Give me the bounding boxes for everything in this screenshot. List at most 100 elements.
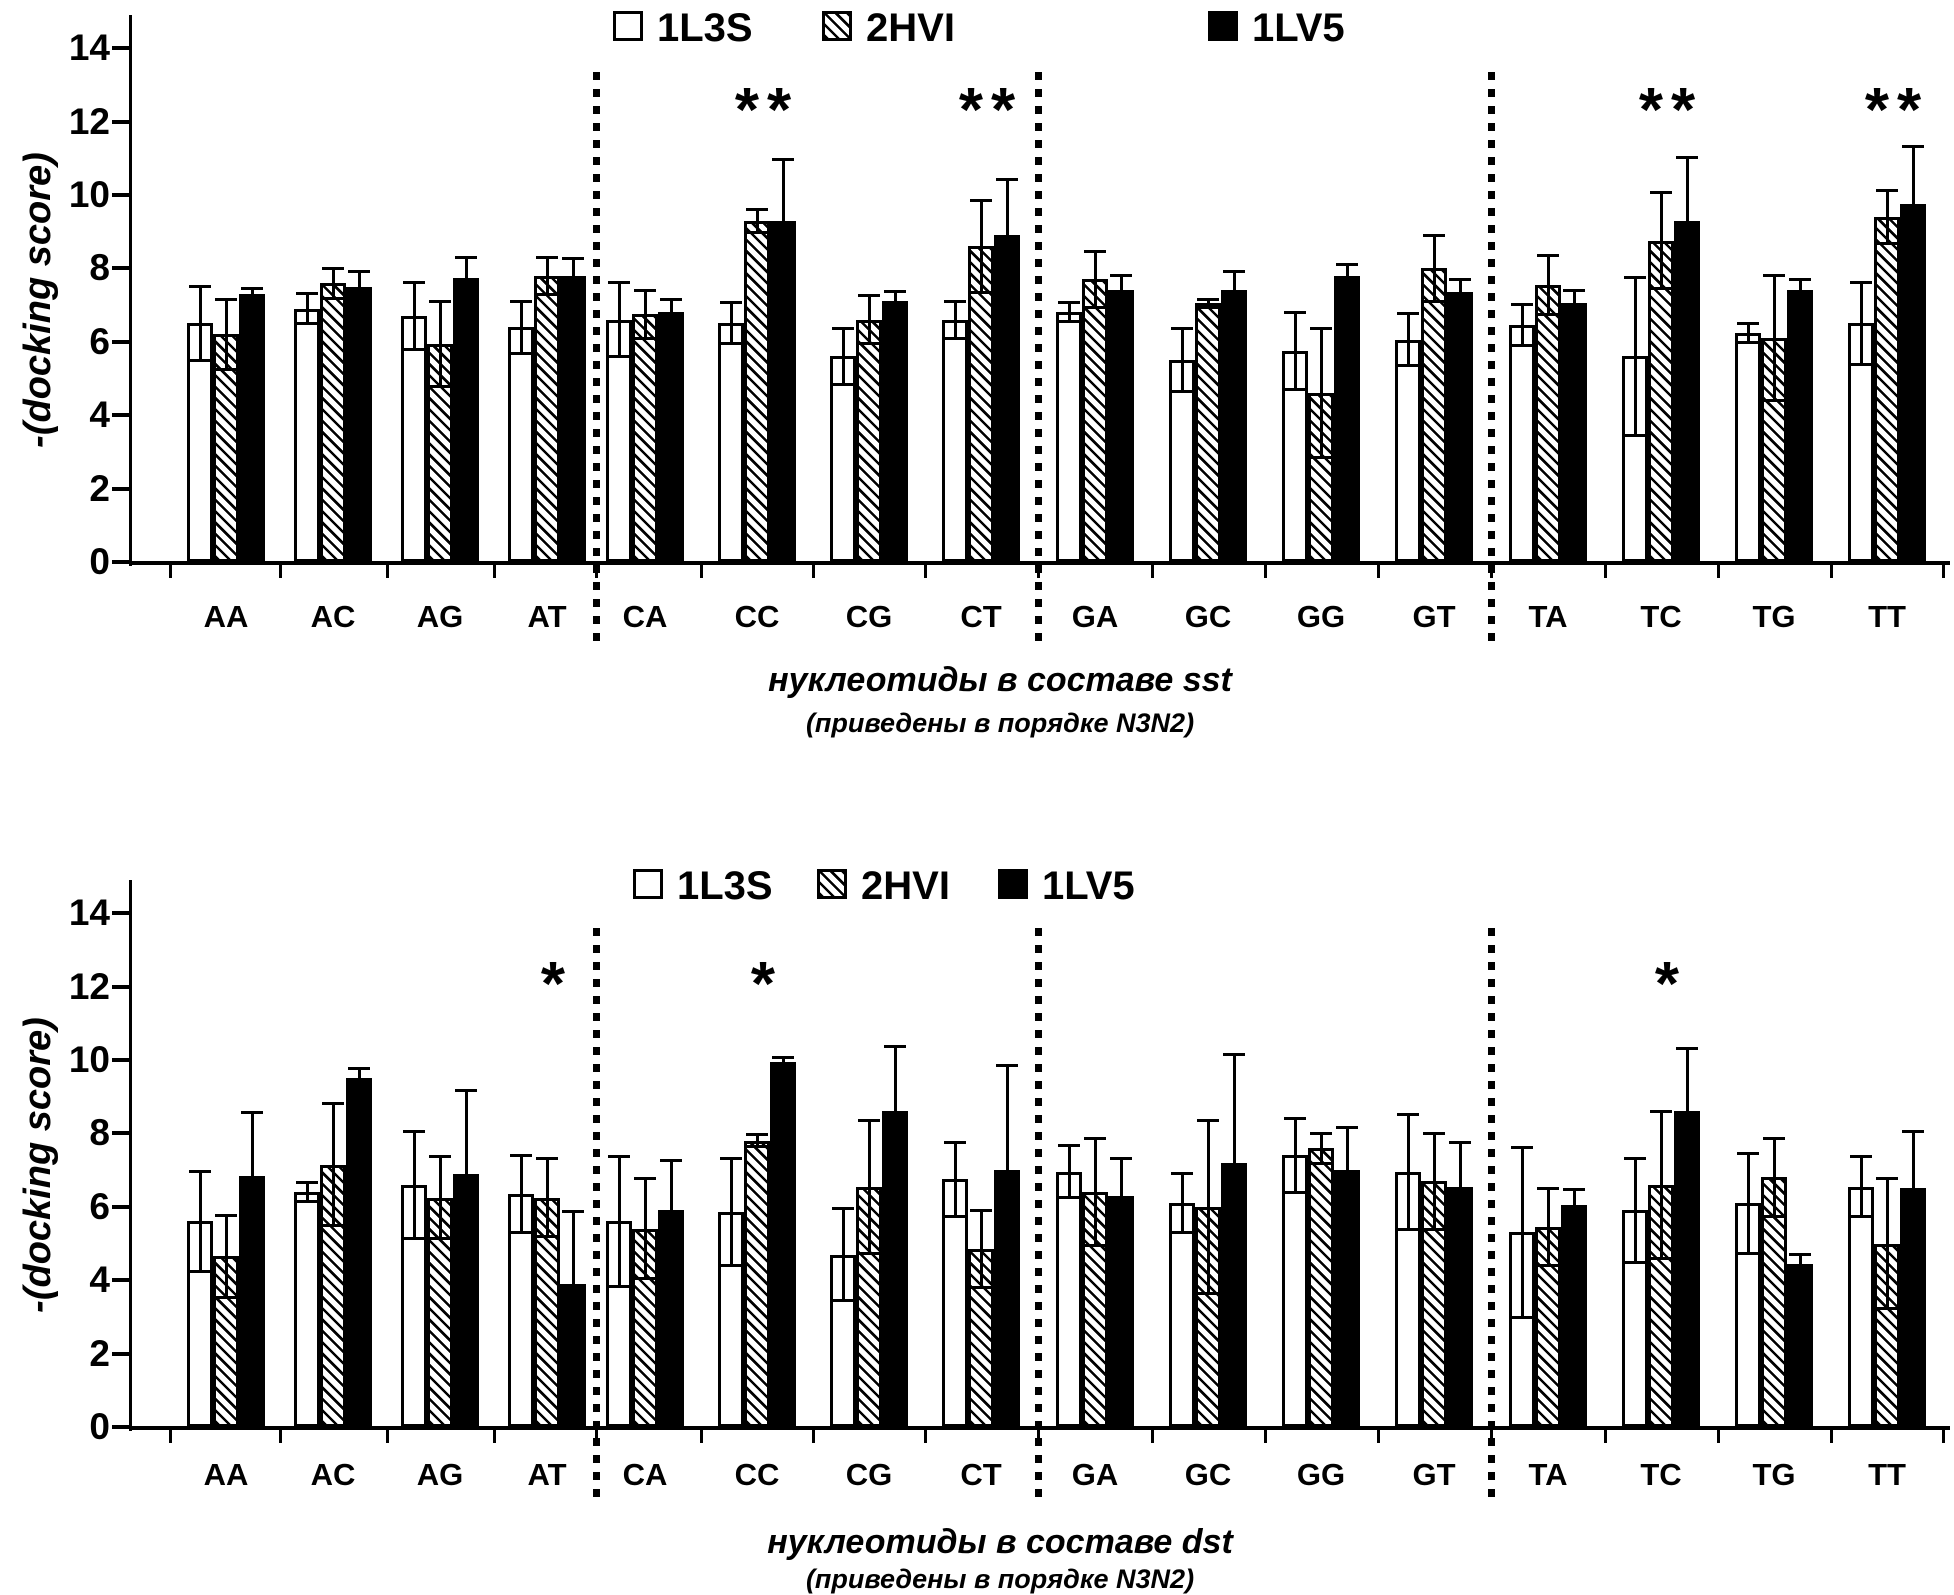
significance-annotation-TT: ** (1864, 76, 1930, 145)
x-axis-subtitle-sst: (приведены в порядке N3N2) (805, 708, 1195, 738)
error-cap-bottom (1537, 313, 1559, 317)
error-cap-bottom (1423, 1227, 1445, 1231)
bar-1lv5-CC (770, 1061, 796, 1427)
y-tick-label: 12 (68, 965, 110, 1007)
category-label-TC: TC (1640, 599, 1682, 634)
bar-1lv5-CG (882, 1111, 908, 1427)
error-cap-top (1789, 1252, 1811, 1256)
bar-2hvi-GA (1082, 279, 1108, 562)
error-cap-top (772, 1056, 794, 1060)
x-tick-mark (278, 1430, 282, 1443)
bar-1lv5-TT (1900, 1188, 1926, 1427)
error-cap-bottom (720, 342, 742, 346)
error-bar-2hvi-GC (1206, 1118, 1210, 1295)
error-cap-bottom (1676, 1172, 1698, 1176)
bar-1l3s-AT (508, 327, 534, 562)
legend-item-1lv5: 1LV5 (1208, 6, 1408, 50)
bar-1lv5-TA (1561, 1204, 1587, 1427)
error-cap-top (510, 1153, 532, 1157)
error-bar-2hvi-GT (1432, 1131, 1436, 1231)
bar-2hvi-GC (1195, 303, 1221, 562)
bar-1lv5-TG (1787, 1263, 1813, 1427)
error-bar-1l3s-AG (412, 1129, 416, 1240)
error-cap-bottom (1284, 1190, 1306, 1194)
error-bar-2hvi-AG (438, 299, 442, 388)
error-cap-top (536, 255, 558, 259)
category-label-AT: AT (527, 599, 567, 634)
error-cap-bottom (1676, 281, 1698, 285)
error-cap-top (1423, 233, 1445, 237)
error-cap-bottom (858, 342, 880, 346)
x-tick-mark (492, 565, 496, 578)
error-bar-2hvi-AT (545, 1157, 549, 1238)
error-bar-1l3s-GA (1067, 1144, 1071, 1200)
error-bar-1lv5-TA (1572, 1188, 1576, 1222)
error-cap-bottom (1058, 1196, 1080, 1200)
bar-1l3s-AC (294, 308, 320, 562)
category-label-TG: TG (1752, 599, 1796, 634)
error-cap-bottom (1449, 303, 1471, 307)
error-cap-bottom (1902, 1244, 1924, 1248)
error-bar-1lv5-TT (1911, 145, 1915, 263)
error-cap-bottom (996, 289, 1018, 293)
error-cap-bottom (608, 355, 630, 359)
error-cap-top (944, 1140, 966, 1144)
bar-1l3s-AA (187, 323, 213, 562)
error-bar-2hvi-CC (755, 207, 759, 234)
x-tick-mark (812, 1430, 815, 1443)
x-axis-title-sst: нуклеотиды в составе sst (768, 661, 1232, 699)
error-cap-bottom (1850, 1214, 1872, 1218)
legend-swatch-1lv5 (998, 869, 1028, 899)
error-cap-top (1537, 1186, 1559, 1190)
error-cap-bottom (772, 280, 794, 284)
y-tick-mark (112, 1131, 130, 1136)
error-cap-top (1084, 1137, 1106, 1141)
x-tick-mark (812, 565, 815, 578)
error-cap-top (1336, 1126, 1358, 1130)
error-bar-1l3s-GC (1180, 1171, 1184, 1235)
error-cap-bottom (562, 291, 584, 295)
error-cap-bottom (858, 1251, 880, 1255)
error-cap-bottom (1336, 285, 1358, 289)
error-cap-top (1284, 1116, 1306, 1120)
error-cap-top (1449, 1140, 1471, 1144)
x-tick-mark (1716, 1430, 1720, 1443)
error-cap-bottom (1763, 399, 1785, 403)
error-cap-bottom (1563, 1218, 1585, 1222)
bar-1lv5-CA (658, 312, 684, 562)
error-bar-2hvi-AC (331, 266, 335, 300)
bar-1l3s-TT (1848, 1186, 1874, 1427)
error-cap-top (455, 255, 477, 259)
error-bar-1lv5-GA (1119, 1157, 1123, 1235)
y-tick-label: 14 (68, 27, 110, 69)
bar-1l3s-CA (606, 319, 632, 562)
bar-1l3s-AG (401, 316, 427, 562)
error-bar-1l3s-AA (198, 284, 202, 362)
error-cap-bottom (1110, 303, 1132, 307)
error-bar-1l3s-TT (1859, 281, 1863, 366)
error-cap-top (970, 1208, 992, 1212)
error-bar-1l3s-CC (729, 1157, 733, 1268)
y-axis-line-sst (129, 15, 132, 566)
bar-1l3s-CT (942, 319, 968, 562)
error-bar-2hvi-TT (1885, 1177, 1889, 1310)
error-cap-bottom (772, 1064, 794, 1068)
error-cap-bottom (429, 1236, 451, 1240)
error-cap-bottom (1563, 314, 1585, 318)
error-cap-top (1336, 262, 1358, 266)
bar-2hvi-CG (856, 319, 882, 562)
error-cap-bottom (1223, 1269, 1245, 1273)
x-tick-mark (1603, 1430, 1607, 1443)
category-label-CC: CC (734, 599, 780, 634)
error-bar-1lv5-GT (1458, 277, 1462, 307)
legend-swatch-2hvi (817, 869, 847, 899)
error-cap-bottom (562, 1354, 584, 1358)
error-bar-1l3s-TC (1633, 275, 1637, 438)
error-cap-bottom (634, 336, 656, 340)
y-tick-mark (112, 984, 130, 989)
y-tick-mark (112, 560, 130, 564)
bar-2hvi-TT (1874, 217, 1900, 562)
x-tick-mark (1263, 1430, 1267, 1443)
error-cap-bottom (429, 384, 451, 388)
error-bar-1lv5-AA (250, 1111, 254, 1240)
